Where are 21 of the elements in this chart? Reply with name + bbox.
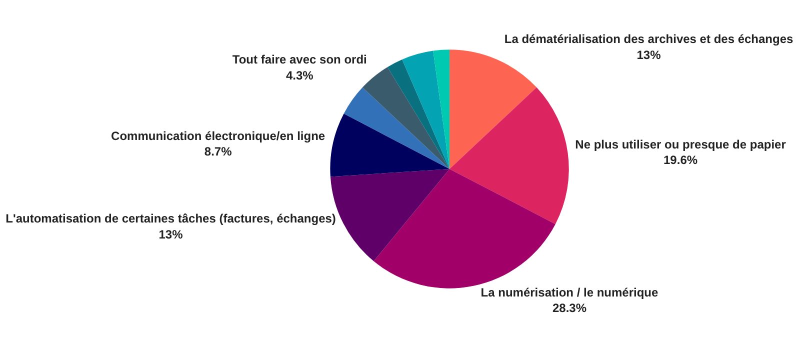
slice-label: La dématérialisation des archives et des échanges xyxy=(504,32,794,46)
pie-slice xyxy=(450,87,569,224)
data-label: 4.3% xyxy=(286,68,314,82)
data-label: 13% xyxy=(158,227,184,242)
pie-slice xyxy=(362,67,450,169)
data-label: 19.6% xyxy=(664,153,698,168)
slice-label: Ne plus utiliser ou presque de papier xyxy=(575,138,786,152)
data-label: 8.7% xyxy=(204,144,232,158)
pie-slice xyxy=(387,59,450,169)
slice-label: Communication électronique/en ligne xyxy=(111,128,326,143)
pie-slice xyxy=(433,50,450,169)
slice-label: L'automatisation de certaines tâches (factures, échanges) xyxy=(6,212,336,226)
slice-label: Tout faire avec son ordi xyxy=(232,52,367,67)
pie-slice xyxy=(330,114,450,177)
pie-slice xyxy=(402,50,450,169)
pie-slice xyxy=(374,169,556,288)
data-label: 13% xyxy=(636,48,662,62)
pie-slice xyxy=(450,50,537,169)
slice-label: La numérisation / le numérique xyxy=(480,285,658,300)
pie-slice xyxy=(344,87,450,169)
data-label: 28.3% xyxy=(552,300,587,315)
